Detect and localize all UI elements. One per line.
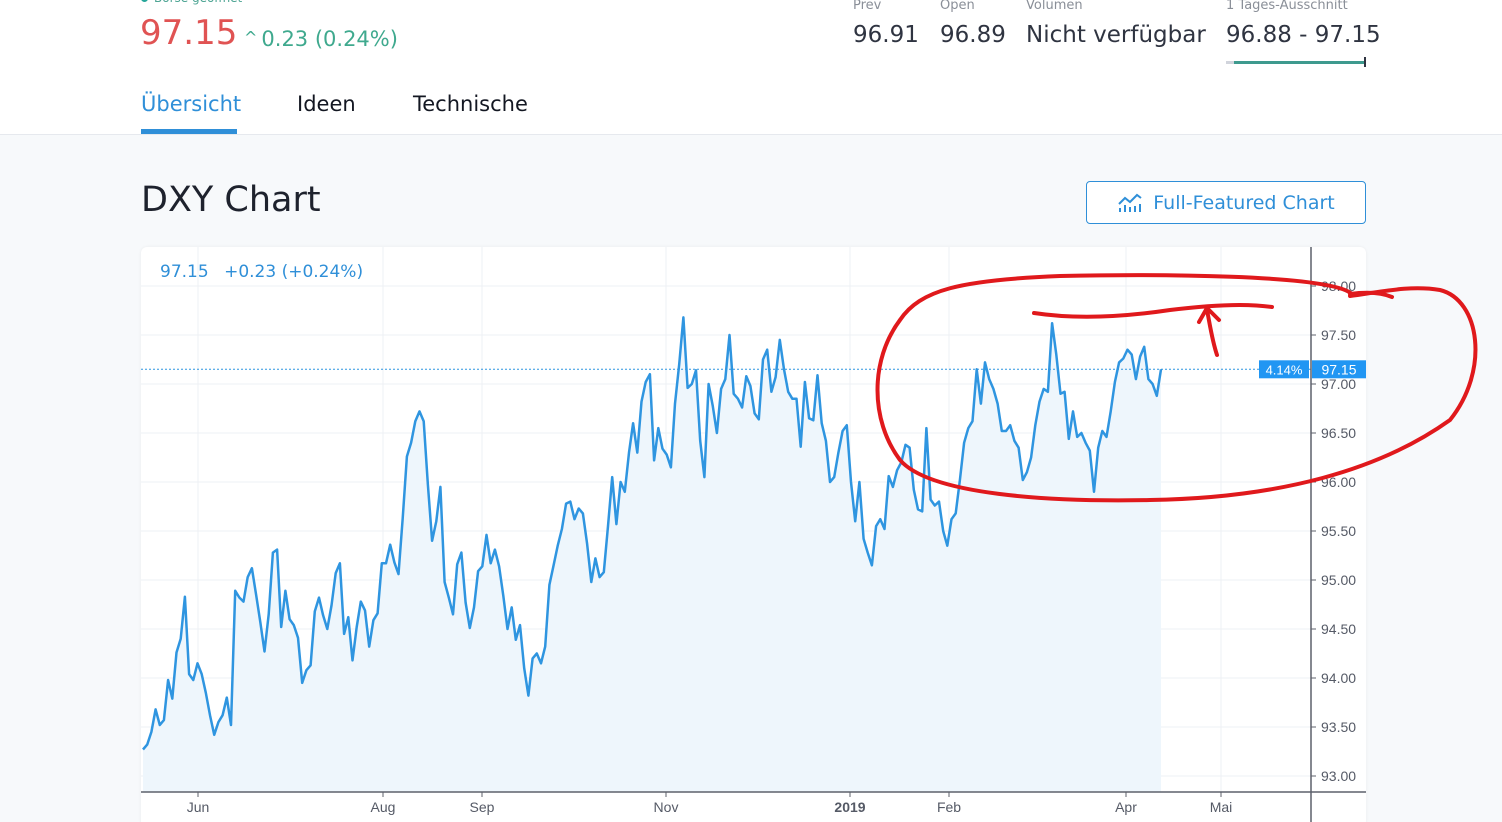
svg-text:97.15: 97.15 (1321, 361, 1356, 377)
legend-change: +0.23 (+0.24%) (224, 262, 364, 282)
svg-text:4.14%: 4.14% (1266, 362, 1303, 377)
svg-text:95.00: 95.00 (1321, 572, 1356, 588)
svg-text:2019: 2019 (834, 799, 865, 815)
stat-value: Nicht verfügbar (1026, 22, 1206, 48)
price-change-value: 0.23 (0.24%) (261, 27, 398, 51)
svg-text:96.50: 96.50 (1321, 425, 1356, 441)
svg-text:Apr: Apr (1115, 799, 1137, 815)
active-tab-indicator (141, 129, 237, 134)
svg-text:93.00: 93.00 (1321, 768, 1356, 784)
svg-text:97.50: 97.50 (1321, 327, 1356, 343)
svg-text:Aug: Aug (371, 799, 396, 815)
full-featured-chart-label: Full-Featured Chart (1153, 191, 1335, 214)
stat-value: 96.89 (940, 22, 1006, 48)
price-chart[interactable]: 93.00 93.50 94.00 94.50 95.00 95.50 96.00 96.50… (141, 247, 1366, 822)
stat-label: Open (940, 0, 975, 13)
svg-text:94.00: 94.00 (1321, 670, 1356, 686)
last-price: 97.15 (140, 13, 238, 53)
full-featured-chart-button[interactable]: Full-Featured Chart (1086, 181, 1366, 224)
status-dot-icon (141, 0, 148, 2)
tab-technicals[interactable]: Technische (413, 92, 528, 116)
svg-text:Jun: Jun (187, 799, 210, 815)
tab-ideas[interactable]: Ideen (297, 92, 356, 116)
tab-overview[interactable]: Übersicht (141, 92, 242, 116)
svg-text:Mai: Mai (1210, 799, 1233, 815)
day-range-marker (1364, 57, 1366, 67)
svg-text:Feb: Feb (937, 799, 961, 815)
quote-header: Börse geöffnet 97.15 ^0.23 (0.24%) Prev … (0, 0, 1502, 135)
svg-text:95.50: 95.50 (1321, 523, 1356, 539)
svg-text:97.00: 97.00 (1321, 376, 1356, 392)
day-range-bar (1226, 57, 1366, 67)
stat-value: 96.91 (853, 22, 919, 48)
chart-line-icon (1118, 193, 1142, 212)
price-change: ^ 0.23 (0.24%) (244, 27, 398, 51)
market-status: Börse geöffnet (141, 0, 242, 5)
chart-legend: 97.15 +0.23 (+0.24%) (160, 262, 373, 282)
svg-text:Nov: Nov (654, 799, 679, 815)
chart-canvas[interactable]: 93.00 93.50 94.00 94.50 95.00 95.50 96.00 96.50… (141, 247, 1366, 822)
stat-label: 1 Tages-Ausschnitt (1226, 0, 1348, 13)
svg-text:94.50: 94.50 (1321, 621, 1356, 637)
svg-text:Sep: Sep (470, 799, 495, 815)
stat-label: Prev (853, 0, 882, 13)
area-fill (143, 317, 1161, 792)
svg-text:98.00: 98.00 (1321, 278, 1356, 294)
day-range-fill (1234, 61, 1366, 64)
section-title: DXY Chart (141, 180, 321, 220)
svg-text:93.50: 93.50 (1321, 719, 1356, 735)
svg-text:96.00: 96.00 (1321, 474, 1356, 490)
legend-last-price: 97.15 (160, 262, 209, 282)
caret-up-icon: ^ (244, 28, 258, 47)
market-status-text: Börse geöffnet (154, 0, 242, 5)
stat-value: 96.88 - 97.15 (1226, 22, 1381, 48)
stat-label: Volumen (1026, 0, 1083, 13)
